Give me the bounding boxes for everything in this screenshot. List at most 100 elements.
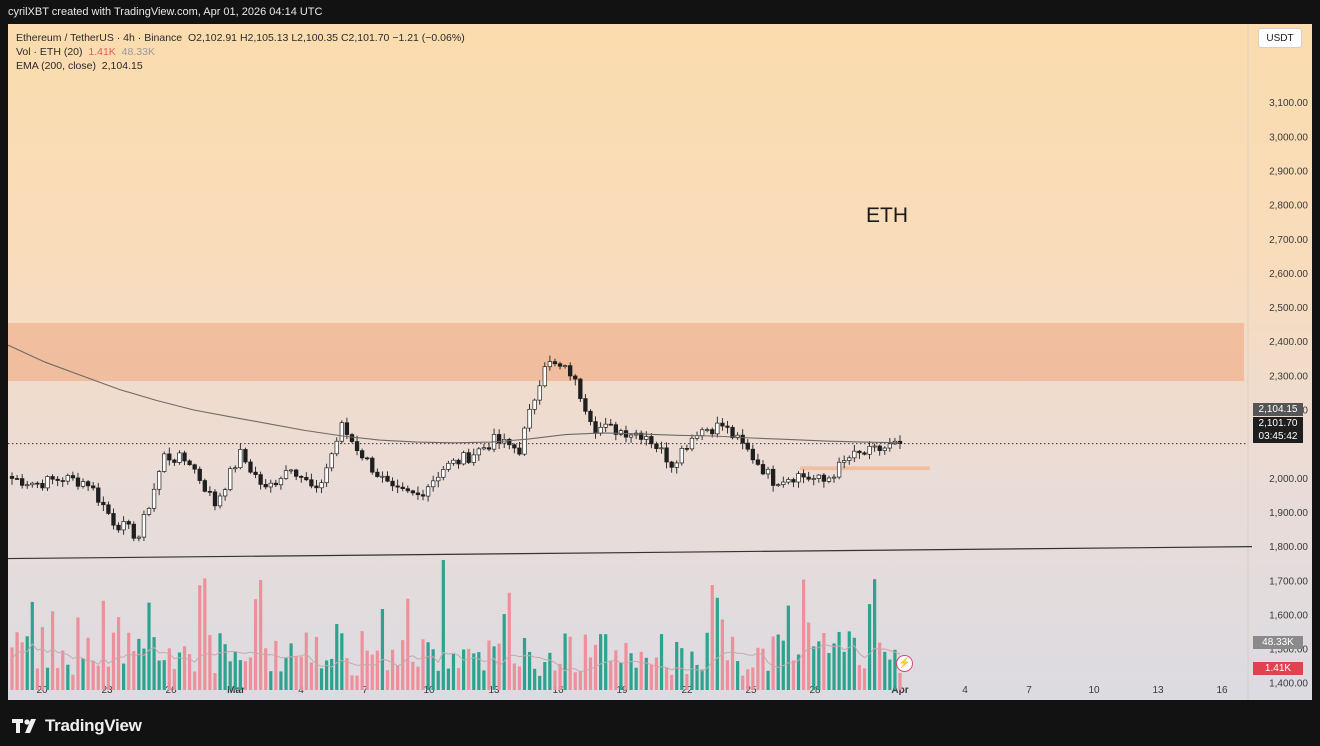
time-tick-label: 7 (362, 685, 368, 696)
volume-bar (294, 656, 298, 690)
legend-volume-row: Vol · ETH (20) 1.41K 48.33K (16, 45, 465, 59)
volume-bar (538, 675, 542, 690)
candle-body (75, 477, 81, 487)
volume-bar (325, 660, 329, 690)
volume-bar (147, 602, 151, 690)
candle-body (471, 454, 476, 463)
volume-bar (761, 648, 765, 690)
candle-body (562, 365, 568, 367)
price-tick-label: 2,800.00 (1269, 201, 1308, 212)
volume-bar (299, 656, 303, 690)
candle-body (80, 481, 86, 487)
candle-body (278, 478, 284, 486)
candle-body (847, 457, 852, 461)
candle-body (862, 452, 867, 455)
volume-bar (588, 657, 593, 690)
volume-bar (822, 632, 826, 690)
candle-body (496, 434, 502, 444)
candle-body (40, 483, 45, 489)
candle-body (547, 361, 553, 368)
chart-annotation-eth[interactable]: ETH (866, 204, 908, 227)
time-tick-label: 16 (1216, 685, 1228, 696)
volume-bar (66, 664, 70, 690)
candle-body (182, 452, 187, 462)
volume-bar (502, 614, 506, 690)
candle-body (136, 536, 142, 539)
time-tick-label: 20 (36, 685, 48, 696)
volume-bar (203, 578, 207, 690)
candle-body (796, 473, 801, 483)
tradingview-logo-text: TradingView (45, 716, 142, 735)
volume-bar (35, 668, 39, 690)
candle-body (806, 476, 811, 480)
volume-bar (456, 668, 461, 690)
volume-bar (162, 660, 166, 690)
volume-bar (142, 648, 146, 690)
candle-body (96, 487, 101, 503)
candle-body (167, 453, 172, 461)
candle-body (25, 484, 30, 487)
chart-frame[interactable]: 3,100.00 3,000.00 2,900.00 2,800.00 2,700.00… (8, 24, 1312, 700)
volume-bar (370, 654, 374, 690)
volume-bar (690, 651, 694, 690)
candle-body (425, 486, 431, 497)
volume-bar (426, 642, 430, 690)
volume-bar (20, 642, 24, 690)
volume-bar (578, 670, 582, 690)
candle-body (253, 471, 258, 475)
volume-bar (593, 644, 598, 690)
volume-bar (857, 664, 862, 690)
volume-bar (644, 657, 648, 690)
price-tick-label: 1,400.00 (1269, 679, 1308, 690)
volume-bar (182, 646, 187, 690)
volume-bar (264, 648, 268, 690)
candle-body (568, 365, 573, 377)
volume-bar (137, 638, 141, 690)
candle-body (101, 501, 106, 506)
bar-countdown-badge: 03:45:42 (1253, 430, 1303, 443)
candle-body (705, 429, 710, 431)
volume-bar (284, 658, 288, 690)
volume-bar (842, 651, 846, 690)
legend-symbol-row: Ethereum / TetherUS · 4h · Binance O2,10… (16, 31, 465, 45)
volume-bar (659, 634, 664, 690)
lightning-icon[interactable]: ⚡ (896, 655, 913, 672)
legend-symbol[interactable]: Ethereum / TetherUS · 4h · Binance (16, 32, 183, 44)
candle-body (542, 366, 547, 387)
volume-bar (10, 647, 14, 690)
candle-body (116, 524, 121, 531)
legend-volume-name[interactable]: Vol · ETH (20) (16, 46, 83, 58)
candle-body (486, 447, 492, 450)
volume-bar (629, 653, 633, 690)
candle-body (19, 478, 25, 486)
tradingview-logo[interactable]: TradingView (12, 716, 142, 736)
volume-bar (827, 653, 831, 690)
volume-bar (436, 670, 440, 690)
volume-bar (309, 662, 313, 690)
candle-body (821, 474, 827, 482)
candle-body (420, 494, 426, 497)
volume-bar (796, 654, 801, 690)
volume-bar (786, 605, 790, 690)
volume-bar (832, 643, 836, 690)
volume-bar (76, 617, 80, 690)
candle-body (111, 513, 116, 526)
volume-bar (462, 649, 466, 690)
volume-bar (223, 644, 227, 690)
volume-bar (111, 632, 116, 690)
legend-volume-ma: 48.33K (121, 46, 155, 58)
candle-body (867, 445, 872, 455)
price-chart[interactable]: 3,100.00 3,000.00 2,900.00 2,800.00 2,700.00… (8, 24, 1312, 700)
candle-body (618, 430, 624, 435)
tradingview-logo-icon (12, 719, 36, 733)
currency-button[interactable]: USDT (1258, 28, 1302, 48)
volume-bar (705, 632, 709, 690)
volume-bar (304, 632, 308, 690)
price-tick-label: 1,800.00 (1269, 542, 1308, 553)
legend-ema-name[interactable]: EMA (200, close) (16, 60, 96, 72)
volume-bar (573, 672, 577, 690)
volume-bar (568, 636, 572, 690)
volume-bar (441, 560, 445, 690)
candle-body (532, 399, 537, 410)
candle-body (537, 385, 542, 401)
